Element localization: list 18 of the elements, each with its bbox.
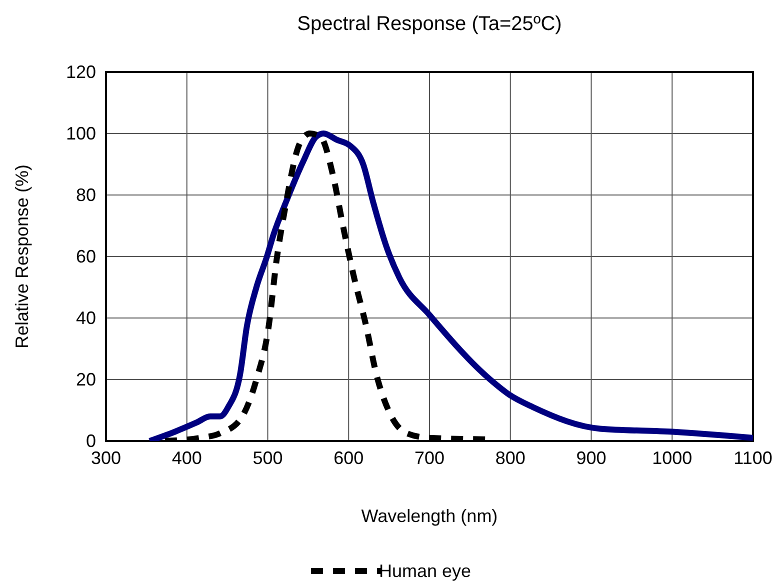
y-tick-label: 120	[66, 62, 96, 82]
x-tick-label: 500	[252, 448, 283, 468]
x-tick-label: 700	[414, 448, 445, 468]
x-tick-label: 900	[576, 448, 606, 468]
x-tick-label: 1000	[652, 448, 692, 468]
y-tick-label: 20	[76, 369, 96, 390]
y-tick-label: 40	[76, 308, 96, 328]
y-tick-label: 80	[76, 184, 96, 205]
x-axis-title: Wavelength (nm)	[361, 506, 498, 526]
x-tick-label: 400	[172, 448, 202, 468]
y-tick-label: 60	[76, 246, 96, 266]
y-tick-label: 100	[66, 123, 96, 144]
x-tick-label: 800	[495, 448, 526, 468]
legend-label: Human eye	[378, 561, 472, 581]
x-tick-label: 600	[334, 448, 364, 468]
chart-title: Spectral Response (Ta=25ºC)	[297, 13, 562, 35]
x-tick-label: 1100	[734, 448, 772, 468]
y-axis-title: Relative Response (%)	[12, 164, 32, 349]
